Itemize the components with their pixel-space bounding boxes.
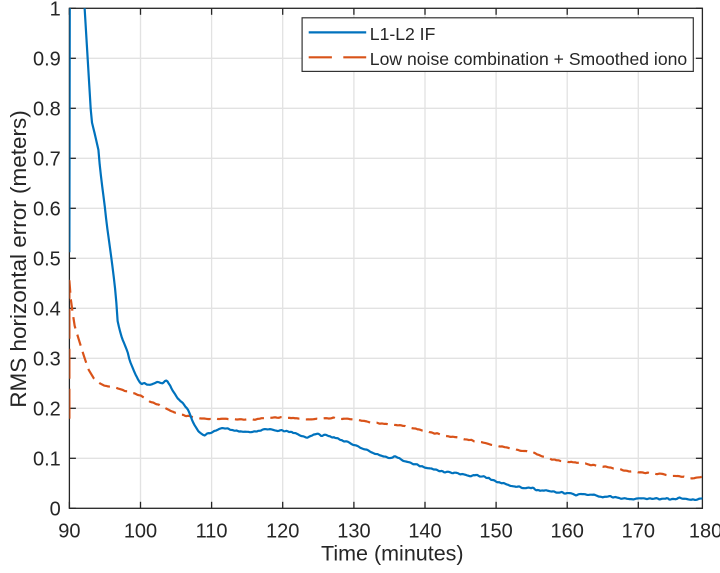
svg-text:140: 140 [408, 521, 441, 543]
svg-text:0.4: 0.4 [33, 299, 61, 321]
svg-text:120: 120 [266, 521, 299, 543]
svg-text:Time (minutes): Time (minutes) [321, 542, 464, 566]
svg-text:Low noise combination + Smooth: Low noise combination + Smoothed iono [370, 49, 688, 69]
svg-text:0.8: 0.8 [33, 99, 61, 121]
svg-text:L1-L2 IF: L1-L2 IF [370, 24, 436, 44]
svg-text:90: 90 [58, 521, 80, 543]
svg-text:110: 110 [196, 521, 228, 543]
svg-text:0.7: 0.7 [33, 149, 61, 171]
svg-text:0.6: 0.6 [33, 199, 61, 221]
svg-text:0.5: 0.5 [33, 249, 61, 271]
svg-text:0.1: 0.1 [33, 449, 61, 471]
svg-text:130: 130 [337, 521, 370, 543]
svg-text:0.9: 0.9 [33, 49, 61, 71]
svg-text:170: 170 [622, 521, 655, 543]
svg-text:100: 100 [124, 521, 157, 543]
svg-text:0.3: 0.3 [33, 349, 61, 371]
svg-text:0: 0 [50, 499, 61, 521]
svg-text:160: 160 [551, 521, 584, 543]
svg-text:RMS horizontal error (meters): RMS horizontal error (meters) [6, 110, 31, 408]
svg-text:150: 150 [479, 521, 512, 543]
svg-text:0.2: 0.2 [33, 399, 61, 421]
svg-text:1: 1 [50, 0, 61, 21]
svg-text:180: 180 [689, 521, 720, 543]
